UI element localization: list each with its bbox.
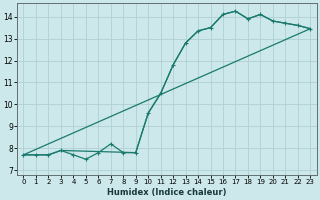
X-axis label: Humidex (Indice chaleur): Humidex (Indice chaleur) — [107, 188, 227, 197]
